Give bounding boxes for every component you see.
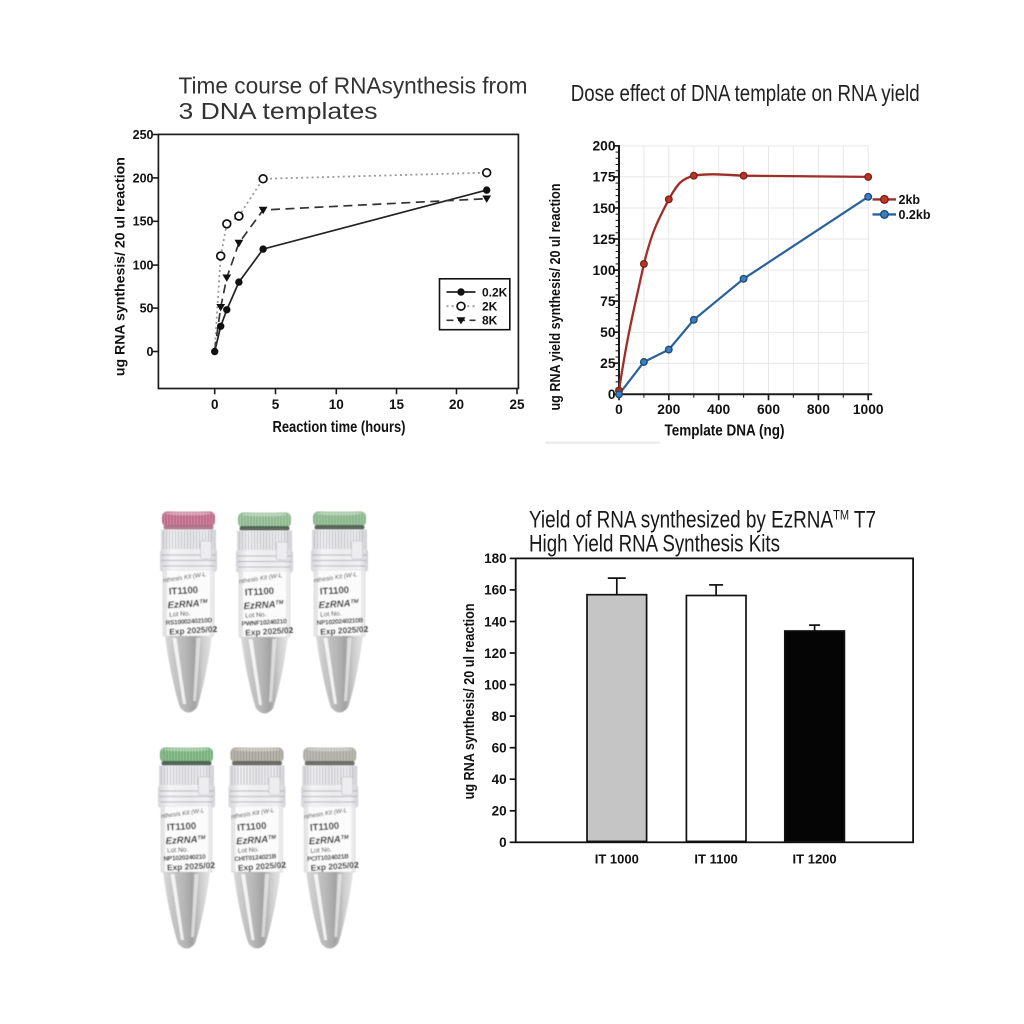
svg-text:PCIT1024021B: PCIT1024021B [307, 853, 350, 863]
svg-text:5: 5 [272, 397, 280, 412]
svg-text:200: 200 [592, 139, 615, 154]
svg-text:IT 1000: IT 1000 [595, 851, 639, 866]
svg-text:NP1020240210: NP1020240210 [163, 854, 206, 863]
svg-text:25: 25 [600, 356, 616, 371]
svg-text:25: 25 [509, 397, 525, 412]
svg-text:Lot No.: Lot No. [310, 846, 332, 854]
svg-text:800: 800 [807, 402, 830, 417]
svg-text:400: 400 [707, 402, 730, 417]
svg-text:0: 0 [147, 345, 154, 359]
svg-text:200: 200 [133, 171, 154, 185]
svg-text:IT1100: IT1100 [244, 586, 274, 599]
svg-text:IT1100: IT1100 [310, 821, 340, 834]
svg-text:Lot No.: Lot No. [238, 846, 260, 854]
svg-text:IT1100: IT1100 [168, 585, 198, 598]
svg-text:IT 1100: IT 1100 [694, 851, 737, 866]
svg-text:160: 160 [484, 583, 507, 598]
svg-text:150: 150 [592, 201, 615, 216]
svg-text:High Yield RNA Synthesis Kits: High Yield RNA Synthesis Kits [529, 530, 780, 557]
svg-text:ug RNA synthesis/ 20 ul reacti: ug RNA synthesis/ 20 ul reaction [461, 603, 478, 799]
svg-text:0: 0 [608, 387, 616, 402]
svg-text:EzRNATM: EzRNATM [243, 599, 284, 612]
svg-text:0: 0 [615, 402, 623, 417]
svg-text:Time course of RNAsynthesis fr: Time course of RNAsynthesis from [179, 73, 528, 99]
svg-text:250: 250 [133, 128, 154, 142]
svg-text:20: 20 [449, 397, 464, 412]
svg-text:8K: 8K [482, 314, 498, 328]
svg-text:Lot No.: Lot No. [245, 611, 267, 619]
svg-text:EzRNATM: EzRNATM [318, 598, 359, 611]
svg-text:Exp 2025/02: Exp 2025/02 [320, 624, 369, 637]
svg-text:10: 10 [329, 397, 344, 412]
svg-text:IT1100: IT1100 [167, 821, 197, 834]
svg-text:120: 120 [484, 646, 507, 661]
svg-text:150: 150 [133, 215, 154, 229]
svg-text:2K: 2K [482, 300, 498, 314]
svg-text:Yield of RNA synthesized by Ez: Yield of RNA synthesized by EzRNATM T7 [529, 506, 876, 533]
svg-text:Lot No.: Lot No. [169, 610, 191, 618]
svg-text:180: 180 [484, 551, 507, 566]
svg-text:600: 600 [757, 402, 780, 417]
svg-text:0: 0 [211, 397, 219, 412]
svg-text:80: 80 [492, 709, 507, 724]
svg-text:140: 140 [484, 614, 507, 629]
svg-text:Dose effect of DNA template on: Dose effect of DNA template on RNA yield [571, 80, 920, 106]
svg-text:Template DNA (ng): Template DNA (ng) [665, 423, 785, 440]
svg-text:100: 100 [484, 677, 507, 692]
svg-text:Lot No.: Lot No. [320, 610, 342, 618]
svg-text:Exp 2025/02: Exp 2025/02 [169, 624, 218, 637]
svg-text:PWNF10240210: PWNF10240210 [241, 618, 287, 628]
svg-text:40: 40 [492, 772, 507, 787]
svg-text:IT 1200: IT 1200 [793, 851, 837, 866]
svg-text:3 DNA templates: 3 DNA templates [179, 98, 378, 124]
svg-text:1000: 1000 [853, 402, 884, 417]
svg-text:100: 100 [133, 259, 154, 273]
svg-text:0.2K: 0.2K [482, 285, 508, 299]
svg-text:Exp 2025/02: Exp 2025/02 [167, 860, 216, 873]
svg-text:EzRNATM: EzRNATM [308, 834, 349, 848]
svg-text:0.2kb: 0.2kb [899, 208, 931, 222]
svg-text:200: 200 [657, 402, 680, 417]
svg-text:125: 125 [592, 232, 615, 247]
svg-text:EzRNATM: EzRNATM [165, 834, 206, 847]
svg-text:EzRNATM: EzRNATM [236, 834, 277, 848]
svg-text:20: 20 [492, 804, 507, 819]
svg-text:60: 60 [492, 741, 507, 756]
svg-text:Reaction time (hours): Reaction time (hours) [273, 419, 406, 436]
svg-text:EzRNATM: EzRNATM [167, 598, 208, 611]
svg-text:50: 50 [140, 302, 154, 316]
svg-text:75: 75 [600, 294, 616, 309]
svg-text:CHIT0124021B: CHIT0124021B [234, 853, 277, 863]
svg-text:50: 50 [600, 325, 616, 340]
svg-text:IT1100: IT1100 [237, 821, 267, 834]
svg-text:ug RNA synthesis/ 20 ul reacti: ug RNA synthesis/ 20 ul reaction [112, 157, 128, 376]
svg-text:100: 100 [592, 263, 615, 278]
svg-text:Exp 2025/02: Exp 2025/02 [238, 860, 287, 873]
svg-text:175: 175 [592, 170, 615, 185]
svg-text:ug RNA yield synthesis/ 20 ul: ug RNA yield synthesis/ 20 ul reaction [547, 184, 564, 411]
svg-text:15: 15 [389, 397, 405, 412]
svg-text:Lot No.: Lot No. [167, 846, 189, 854]
svg-text:2kb: 2kb [899, 193, 921, 207]
svg-text:NP1020240210B: NP1020240210B [316, 617, 363, 627]
svg-text:Exp 2025/02: Exp 2025/02 [310, 860, 359, 873]
svg-text:IT1100: IT1100 [319, 585, 349, 598]
svg-text:RS1000240210D: RS1000240210D [165, 617, 212, 627]
svg-text:Exp 2025/02: Exp 2025/02 [245, 625, 294, 638]
svg-text:0: 0 [499, 835, 507, 850]
